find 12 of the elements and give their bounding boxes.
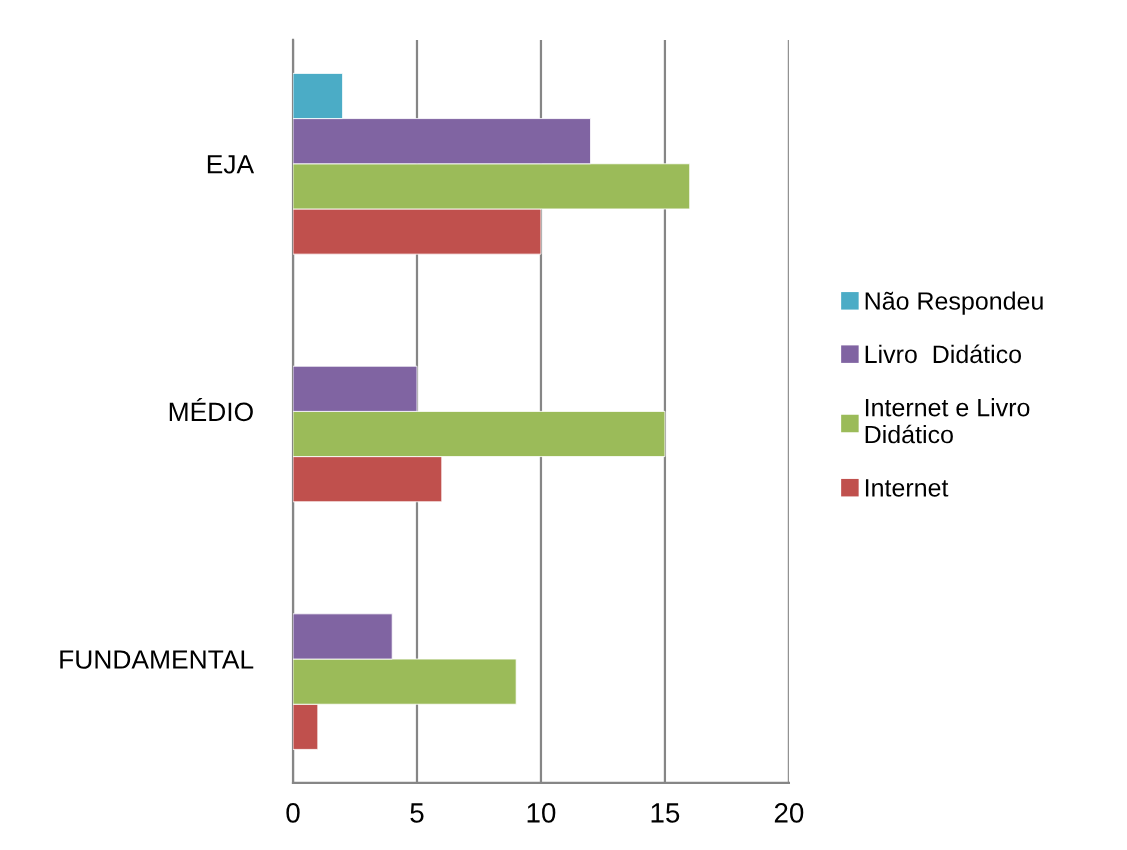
x-tick-label: 20: [774, 803, 804, 823]
y-tick-label: MÉDIO: [169, 398, 253, 422]
y-tick-label: FUNDAMENTAL: [60, 650, 254, 669]
legend-label: Não Respondeu: [865, 291, 1043, 315]
x-tick-label: 10: [527, 803, 556, 823]
y-tick-label: EJA: [207, 155, 255, 174]
legend-label: Internet: [865, 479, 949, 497]
x-tick-label: 15: [651, 803, 680, 823]
legend-label: Internet e Livro Didático: [865, 398, 1030, 444]
legend-label: Livro Didático: [865, 344, 1021, 364]
x-tick-label: 5: [410, 803, 424, 823]
x-tick-label: 0: [286, 803, 300, 823]
